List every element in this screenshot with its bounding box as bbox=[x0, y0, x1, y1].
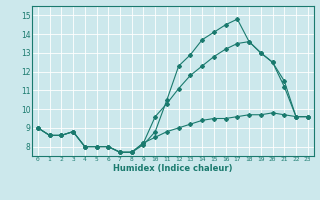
X-axis label: Humidex (Indice chaleur): Humidex (Indice chaleur) bbox=[113, 164, 233, 173]
